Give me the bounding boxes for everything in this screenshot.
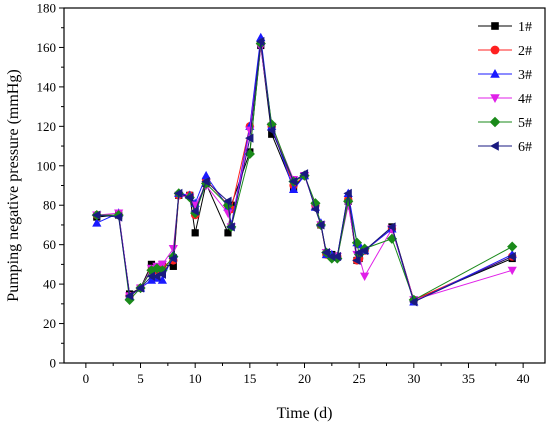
data-point [288, 184, 299, 194]
x-tick-label: 5 [137, 371, 144, 386]
legend-item: 1# [478, 20, 532, 35]
legend-item: 4# [478, 92, 532, 107]
legend-label: 6# [518, 140, 532, 155]
data-point [255, 36, 265, 47]
x-tick-label: 35 [462, 371, 475, 386]
data-point [135, 283, 145, 293]
data-point [191, 229, 199, 237]
legend-marker [490, 45, 500, 55]
legend-label: 5# [518, 116, 532, 131]
legend-label: 4# [518, 92, 532, 107]
data-point [190, 206, 199, 216]
x-tick-label: 25 [353, 371, 366, 386]
y-tick-label: 60 [43, 237, 56, 252]
x-tick-label: 0 [83, 371, 90, 386]
data-point [343, 196, 354, 207]
data-point [201, 170, 211, 180]
data-point [387, 222, 396, 232]
data-point [168, 245, 178, 254]
data-point [288, 176, 298, 187]
legend-item: 6# [478, 140, 532, 155]
data-point [146, 271, 156, 281]
legend-marker [491, 22, 499, 30]
legend-marker [490, 94, 500, 103]
data-point [316, 220, 325, 230]
data-point [310, 204, 320, 214]
series-group [91, 32, 518, 307]
x-axis-title: Time (d) [277, 405, 333, 422]
legend-marker [490, 69, 500, 78]
data-point [201, 176, 210, 187]
legend-item: 3# [478, 68, 532, 83]
data-point [299, 169, 309, 179]
data-point [223, 196, 232, 206]
data-point [147, 260, 156, 268]
x-tick-label: 20 [298, 371, 311, 386]
legend-label: 3# [518, 68, 532, 83]
data-point [184, 192, 194, 202]
data-point [266, 125, 276, 135]
data-point [124, 294, 135, 305]
data-point [507, 251, 516, 262]
legend-marker [489, 116, 501, 128]
data-point [360, 272, 370, 282]
data-point [507, 241, 518, 252]
data-point [91, 210, 101, 220]
data-point [157, 260, 167, 270]
series-6 [91, 36, 516, 307]
x-tick-label: 15 [243, 371, 256, 386]
legend-item: 2# [478, 44, 532, 59]
data-point [113, 212, 123, 222]
data-point [226, 222, 235, 232]
data-point [157, 275, 167, 284]
y-tick-label: 120 [37, 119, 57, 134]
y-tick-label: 20 [43, 316, 56, 331]
legend-label: 1# [518, 20, 532, 35]
data-point [224, 229, 232, 237]
data-point [168, 253, 177, 264]
plot-area-border [63, 7, 546, 364]
y-tick-label: 0 [50, 356, 57, 371]
data-point [321, 247, 330, 258]
data-point [343, 188, 352, 198]
data-point [245, 133, 254, 143]
y-tick-label: 80 [43, 198, 56, 213]
x-tick-label: 30 [407, 371, 420, 386]
legend-item: 5# [478, 116, 532, 131]
data-point [223, 209, 233, 218]
data-point [157, 265, 168, 276]
y-tick-label: 40 [43, 277, 56, 292]
data-point [359, 245, 369, 256]
y-tick-label: 140 [37, 79, 57, 94]
data-point [507, 266, 517, 276]
data-point [409, 297, 418, 307]
data-point [327, 251, 336, 262]
axis-ticks: 0 5 10 15 20 25 30 35 40 0 20 40 60 80 100 120 140 160 180 [37, 1, 530, 387]
legend-label: 2# [518, 44, 532, 59]
data-point [124, 291, 134, 301]
x-tick-label: 40 [517, 371, 530, 386]
legend-marker [490, 141, 499, 151]
y-tick-label: 160 [37, 40, 57, 55]
legend: 1# 2# 3# 4# 5# 6# [478, 20, 532, 155]
data-point [157, 269, 166, 279]
data-point [332, 251, 341, 262]
plot-frame [63, 7, 546, 364]
data-point [352, 255, 361, 266]
y-tick-label: 100 [37, 158, 57, 173]
data-point [92, 218, 102, 227]
data-point [169, 262, 177, 270]
y-axis-title: Pumping negative pressure (mmHg) [5, 69, 22, 301]
x-tick-label: 10 [189, 371, 202, 386]
data-point [173, 188, 183, 198]
y-tick-label: 180 [37, 1, 57, 16]
data-point [268, 130, 276, 138]
